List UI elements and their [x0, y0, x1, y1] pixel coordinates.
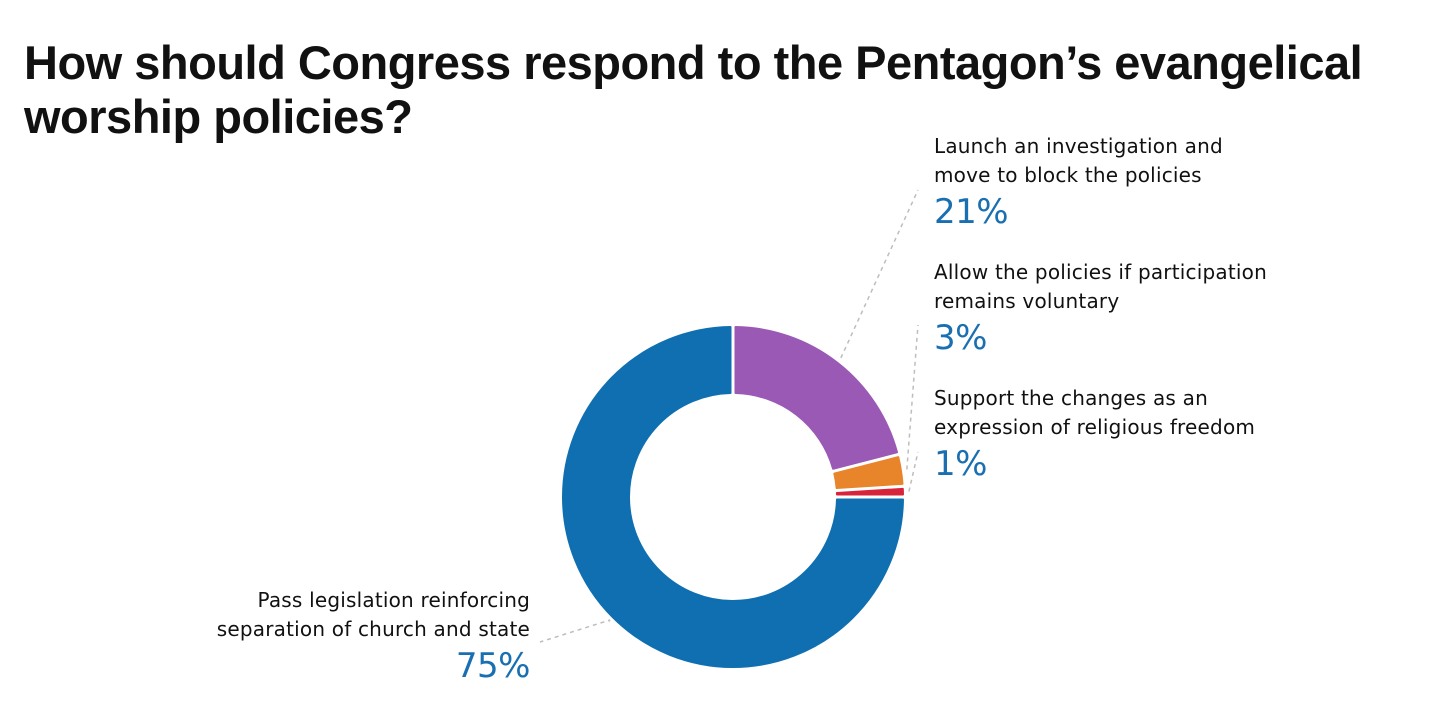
slice-label-support: Support the changes as an expression of …	[934, 384, 1255, 486]
donut-slices	[562, 326, 904, 668]
slice-label-investigate: Launch an investigation and move to bloc…	[934, 132, 1223, 234]
slice-name-line: expression of religious freedom	[934, 415, 1256, 439]
slice-name-line: Pass legislation reinforcing	[257, 588, 530, 612]
slice-label-allow: Allow the policies if participation rema…	[934, 258, 1267, 360]
slice-value-label: 3%	[934, 318, 987, 358]
slice-name-line: separation of church and state	[216, 617, 530, 641]
chart-title: How should Congress respond to the Penta…	[24, 36, 1363, 143]
slice-value-label: 1%	[934, 444, 987, 484]
slice-label-legislation: Pass legislation reinforcing separation …	[130, 586, 531, 688]
slice-value-label: 21%	[934, 192, 1009, 232]
slice-value-label: 75%	[455, 646, 531, 686]
leader-line-3	[539, 619, 611, 643]
leader-lines	[539, 189, 919, 643]
donut-slice-1	[833, 456, 904, 489]
slice-name-line: Allow the policies if participation	[934, 260, 1267, 284]
leader-line-0	[840, 189, 919, 359]
donut-slice-3	[562, 326, 904, 668]
donut-slice-2	[835, 487, 904, 496]
donut-slice-0	[734, 326, 899, 470]
leader-line-2	[908, 451, 919, 492]
slice-name-line: Support the changes as an	[934, 386, 1208, 410]
leader-line-1	[906, 324, 919, 470]
slice-name-line: remains voluntary	[934, 289, 1120, 313]
slice-name-line: move to block the policies	[934, 163, 1202, 187]
slice-name-line: Launch an investigation and	[934, 134, 1223, 158]
